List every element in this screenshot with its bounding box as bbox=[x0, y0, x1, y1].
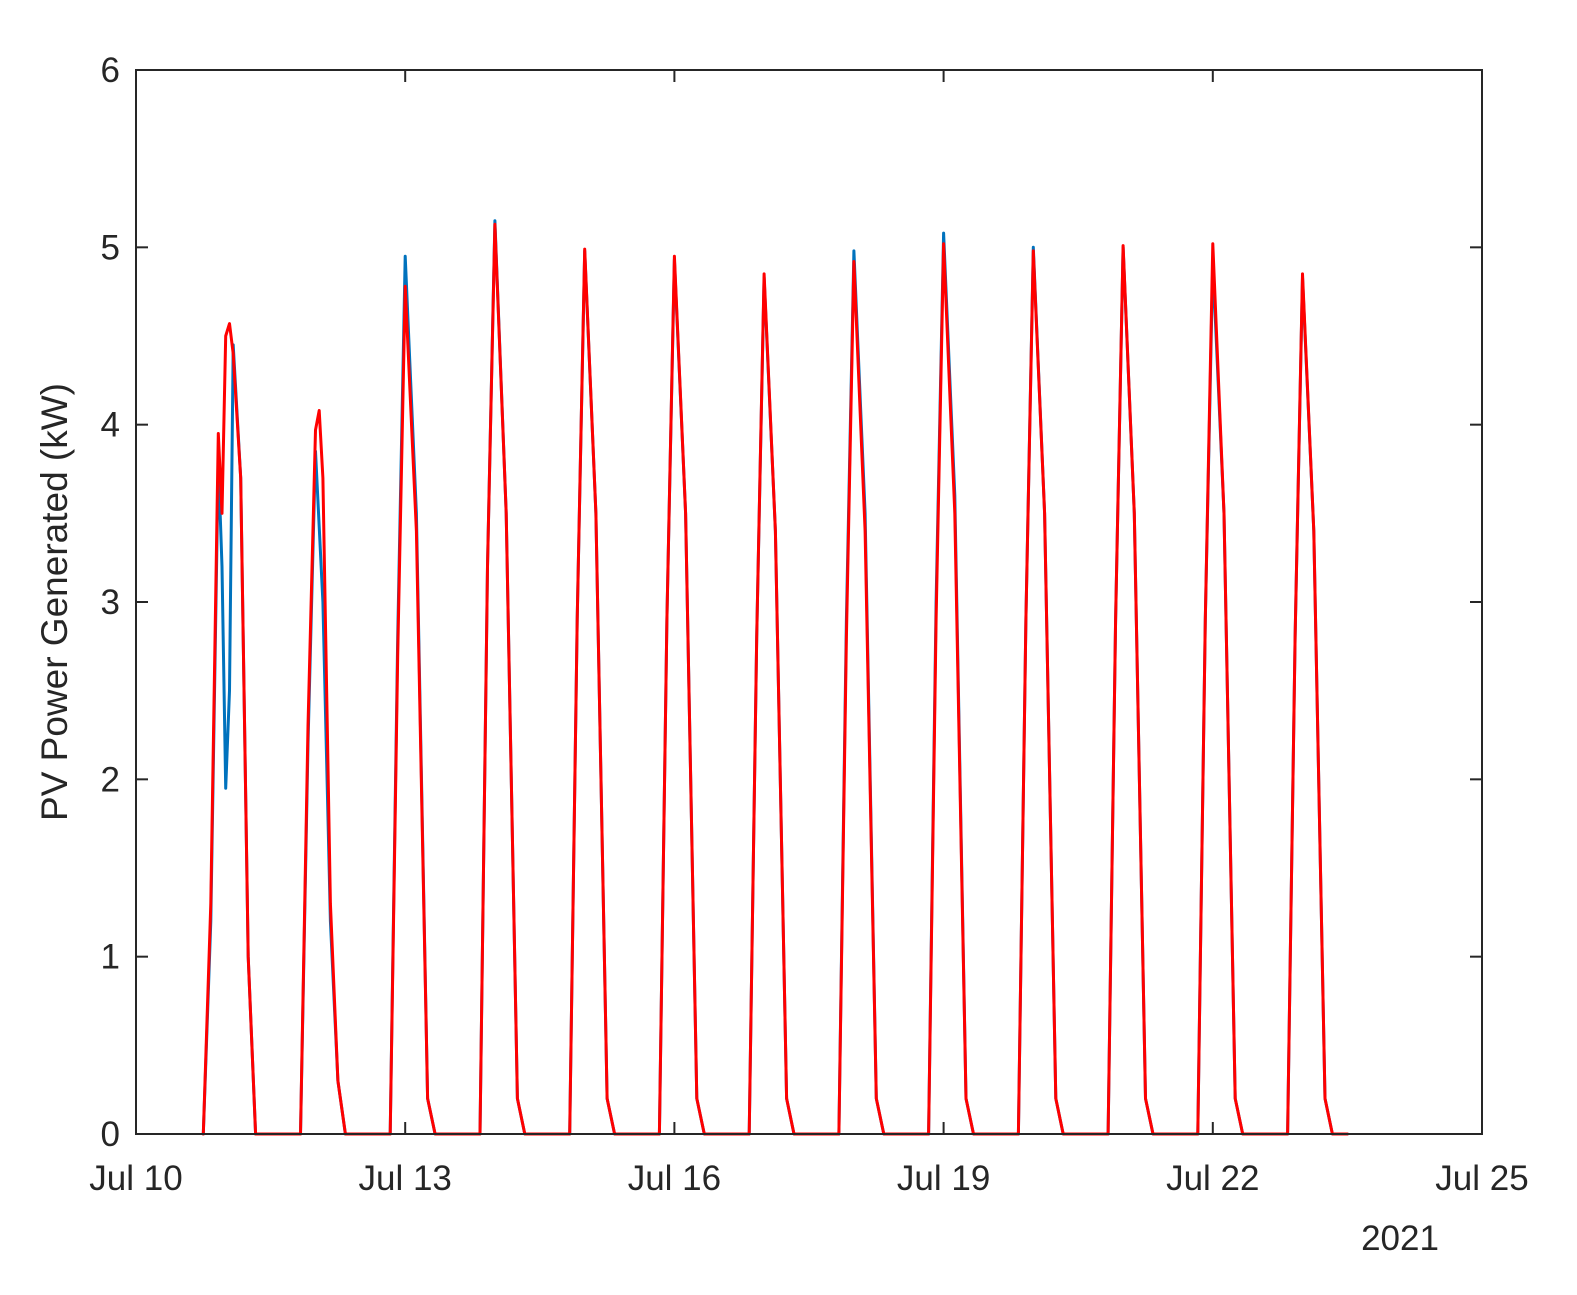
x-tick-label: Jul 13 bbox=[358, 1159, 451, 1198]
y-tick-label: 0 bbox=[101, 1115, 120, 1154]
y-tick-label: 3 bbox=[101, 583, 120, 622]
x-tick-label: Jul 16 bbox=[628, 1159, 721, 1198]
x-tick-label: Jul 22 bbox=[1166, 1159, 1259, 1198]
x-tick-label: Jul 25 bbox=[1435, 1159, 1528, 1198]
y-tick-label: 2 bbox=[101, 760, 120, 799]
x-axis-year-label: 2021 bbox=[1361, 1219, 1439, 1258]
y-tick-label: 1 bbox=[101, 938, 120, 977]
tick-layer: 0 1 2 3 4 5 6 Jul 10 Jul 13 Jul 16 Jul 19 Jul 22 Jul… bbox=[89, 51, 1528, 1198]
y-tick-label: 6 bbox=[101, 51, 120, 90]
y-tick-label: 5 bbox=[101, 228, 120, 267]
y-axis-label: PV Power Generated (kW) bbox=[34, 383, 75, 821]
y-tick-label: 4 bbox=[101, 406, 120, 445]
x-tick-label: Jul 19 bbox=[897, 1159, 990, 1198]
x-tick-label: Jul 10 bbox=[89, 1159, 182, 1198]
